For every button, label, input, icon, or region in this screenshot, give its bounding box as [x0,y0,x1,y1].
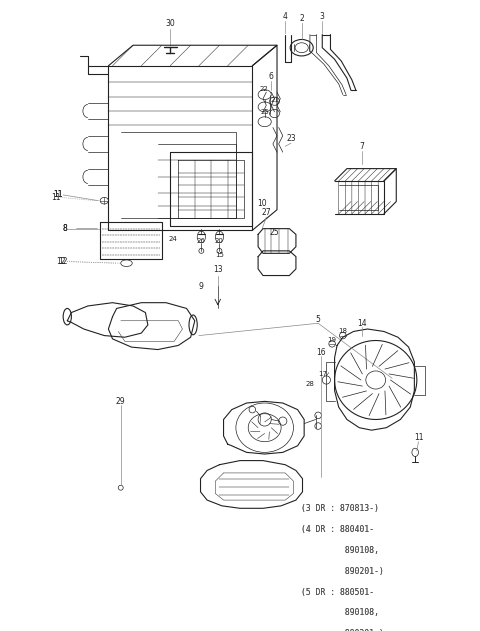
Text: 25: 25 [260,109,269,115]
Text: 890201-): 890201-) [301,567,384,575]
Text: 21: 21 [271,97,280,103]
Text: (3 DR : 870813-): (3 DR : 870813-) [301,504,379,514]
Text: (5 DR : 880501-: (5 DR : 880501- [301,587,374,596]
Text: 11: 11 [414,433,423,442]
Text: 890108,: 890108, [301,608,379,617]
Text: 26: 26 [197,238,206,244]
Text: 4: 4 [283,12,288,21]
Text: 8: 8 [62,224,67,233]
Text: 27: 27 [262,208,271,216]
Text: 9: 9 [199,281,204,291]
Text: 890108,: 890108, [301,546,379,555]
Text: 23: 23 [286,134,296,143]
Text: 22: 22 [260,86,268,92]
Text: 15: 15 [215,252,224,258]
Text: 11: 11 [54,191,63,199]
Text: 13: 13 [213,265,223,274]
Text: 890201-): 890201-) [301,567,384,575]
Text: 890108,: 890108, [301,546,379,555]
Text: 19: 19 [328,337,336,343]
Text: 14: 14 [357,319,367,327]
Text: 20: 20 [215,238,224,244]
Text: (4 DR : 880401-: (4 DR : 880401- [301,525,374,534]
Text: 3: 3 [320,12,324,21]
Text: 5: 5 [316,315,321,324]
Text: 6: 6 [269,72,274,81]
Text: 30: 30 [165,18,175,28]
Text: (4 DR : 880401-: (4 DR : 880401- [301,525,374,534]
Text: 16: 16 [316,348,325,357]
Text: (3 DR : 870813-): (3 DR : 870813-) [301,504,379,514]
Text: 10: 10 [257,199,267,208]
Text: 11: 11 [54,191,63,199]
Text: 12: 12 [58,257,67,266]
Text: 7: 7 [360,142,364,151]
Text: 25: 25 [270,228,279,237]
Text: 8: 8 [62,224,67,233]
Text: 18: 18 [338,329,348,334]
Text: 17: 17 [318,371,327,377]
Text: 2: 2 [300,14,304,23]
Text: 890201-): 890201-) [301,629,384,631]
Text: 29: 29 [116,397,126,406]
Text: 11: 11 [51,193,60,202]
Text: 28: 28 [305,381,314,387]
Text: (5 DR : 880501-: (5 DR : 880501- [301,587,374,596]
Text: 24: 24 [168,235,177,242]
Text: 12: 12 [56,257,66,266]
Text: 890201-): 890201-) [301,629,384,631]
Text: 890108,: 890108, [301,608,379,617]
